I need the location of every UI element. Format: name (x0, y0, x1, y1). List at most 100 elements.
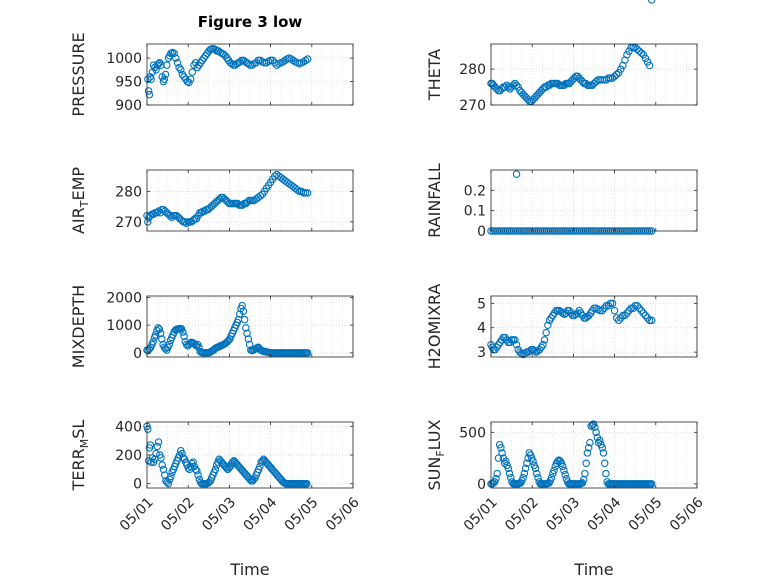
data-point (532, 469, 541, 478)
data-point (550, 466, 558, 475)
y-axis-label: RAINFALL (425, 163, 444, 238)
data-point (596, 306, 604, 315)
data-point (504, 83, 513, 91)
y-axis-label: H2OMIXRA (425, 284, 444, 370)
data-point (156, 329, 165, 338)
y-tick-label: 270 (459, 98, 486, 114)
data-point (627, 304, 635, 312)
data-point (635, 304, 644, 312)
data-point (561, 470, 569, 479)
data-point (631, 302, 639, 310)
data-point (205, 478, 213, 487)
data-point (144, 75, 152, 83)
data-point (186, 75, 195, 83)
data-point (164, 479, 173, 488)
data-point (301, 56, 310, 65)
axes-box (490, 169, 698, 232)
data-point (153, 61, 162, 69)
data-point (244, 59, 253, 68)
y-tick-label: 0.1 (464, 204, 486, 220)
data-point (598, 444, 606, 452)
y-axis-label: TERRMSL (69, 420, 91, 492)
data-point (520, 469, 529, 478)
data-point (147, 75, 155, 83)
data-point (553, 457, 562, 465)
data-point (604, 302, 613, 310)
data-point (498, 449, 506, 457)
data-point (188, 68, 197, 76)
data-point (617, 65, 625, 73)
data-point (623, 51, 631, 59)
data-point (614, 68, 623, 77)
data-point (151, 331, 160, 339)
data-point (606, 74, 615, 82)
data-point (610, 306, 619, 315)
data-point (238, 301, 246, 310)
data-point (211, 465, 220, 474)
data-point (514, 83, 522, 91)
data-point (511, 336, 519, 344)
data-point (222, 339, 230, 347)
axes-box (146, 43, 354, 106)
data-point (598, 306, 606, 315)
y-axis-label: SUNFLUX (425, 419, 447, 490)
data-point (145, 344, 154, 353)
data-point (179, 454, 188, 462)
data-point (193, 467, 201, 475)
data-point (240, 315, 249, 324)
x-tick-label: 05/03 (543, 494, 583, 534)
subplot-6: 3 4 5 H2OMIXRA (425, 284, 698, 370)
y-tick-label: 0 (133, 346, 142, 362)
subplot-1: 900 950 1000 PRESSURE (69, 32, 354, 117)
data-point (246, 61, 254, 69)
y-tick-label: 200 (115, 448, 142, 464)
data-point (266, 56, 275, 65)
data-point (299, 189, 308, 197)
data-point (180, 332, 188, 340)
data-point (592, 428, 600, 437)
data-point (243, 329, 251, 338)
data-point (179, 328, 187, 336)
y-tick-label: 280 (459, 62, 486, 78)
data-point (505, 469, 514, 478)
data-point (177, 66, 185, 74)
data-point (612, 70, 621, 79)
x-axis-label: Time (573, 560, 613, 579)
data-point (534, 473, 542, 482)
y-axis-label: THETA (425, 49, 444, 101)
data-point (590, 304, 598, 312)
data-point (158, 335, 166, 343)
data-point (222, 464, 231, 472)
x-tick-label: 05/06 (323, 494, 363, 534)
data-point (167, 472, 175, 481)
y-axis-label: AIRTEMP (69, 167, 91, 234)
x-tick-label: 05/04 (241, 494, 281, 534)
data-point (157, 61, 165, 69)
data-point (600, 304, 609, 312)
data-point (262, 59, 271, 67)
data-point (633, 302, 642, 310)
data-point (492, 474, 500, 483)
data-point (149, 337, 157, 346)
data-point (521, 464, 530, 473)
data-point (612, 314, 621, 322)
data-point (144, 87, 153, 95)
data-point (494, 454, 503, 462)
data-point (647, 0, 656, 4)
data-point (599, 449, 608, 457)
data-point (509, 81, 517, 90)
data-point (539, 341, 547, 349)
data-point (637, 306, 646, 315)
data-point (519, 473, 527, 482)
data-point (621, 311, 629, 320)
data-point (260, 59, 269, 67)
data-point (144, 218, 152, 226)
data-point (293, 186, 302, 194)
subplot-3: 270 280 AIRTEMP (69, 167, 354, 234)
y-tick-label: 5 (477, 296, 486, 312)
data-point (245, 340, 254, 349)
data-point (600, 459, 609, 467)
data-point (224, 336, 233, 345)
data-point (301, 189, 310, 197)
